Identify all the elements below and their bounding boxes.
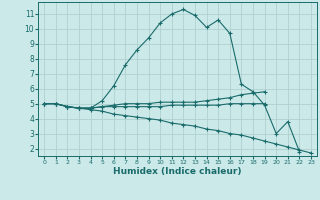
- X-axis label: Humidex (Indice chaleur): Humidex (Indice chaleur): [113, 167, 242, 176]
